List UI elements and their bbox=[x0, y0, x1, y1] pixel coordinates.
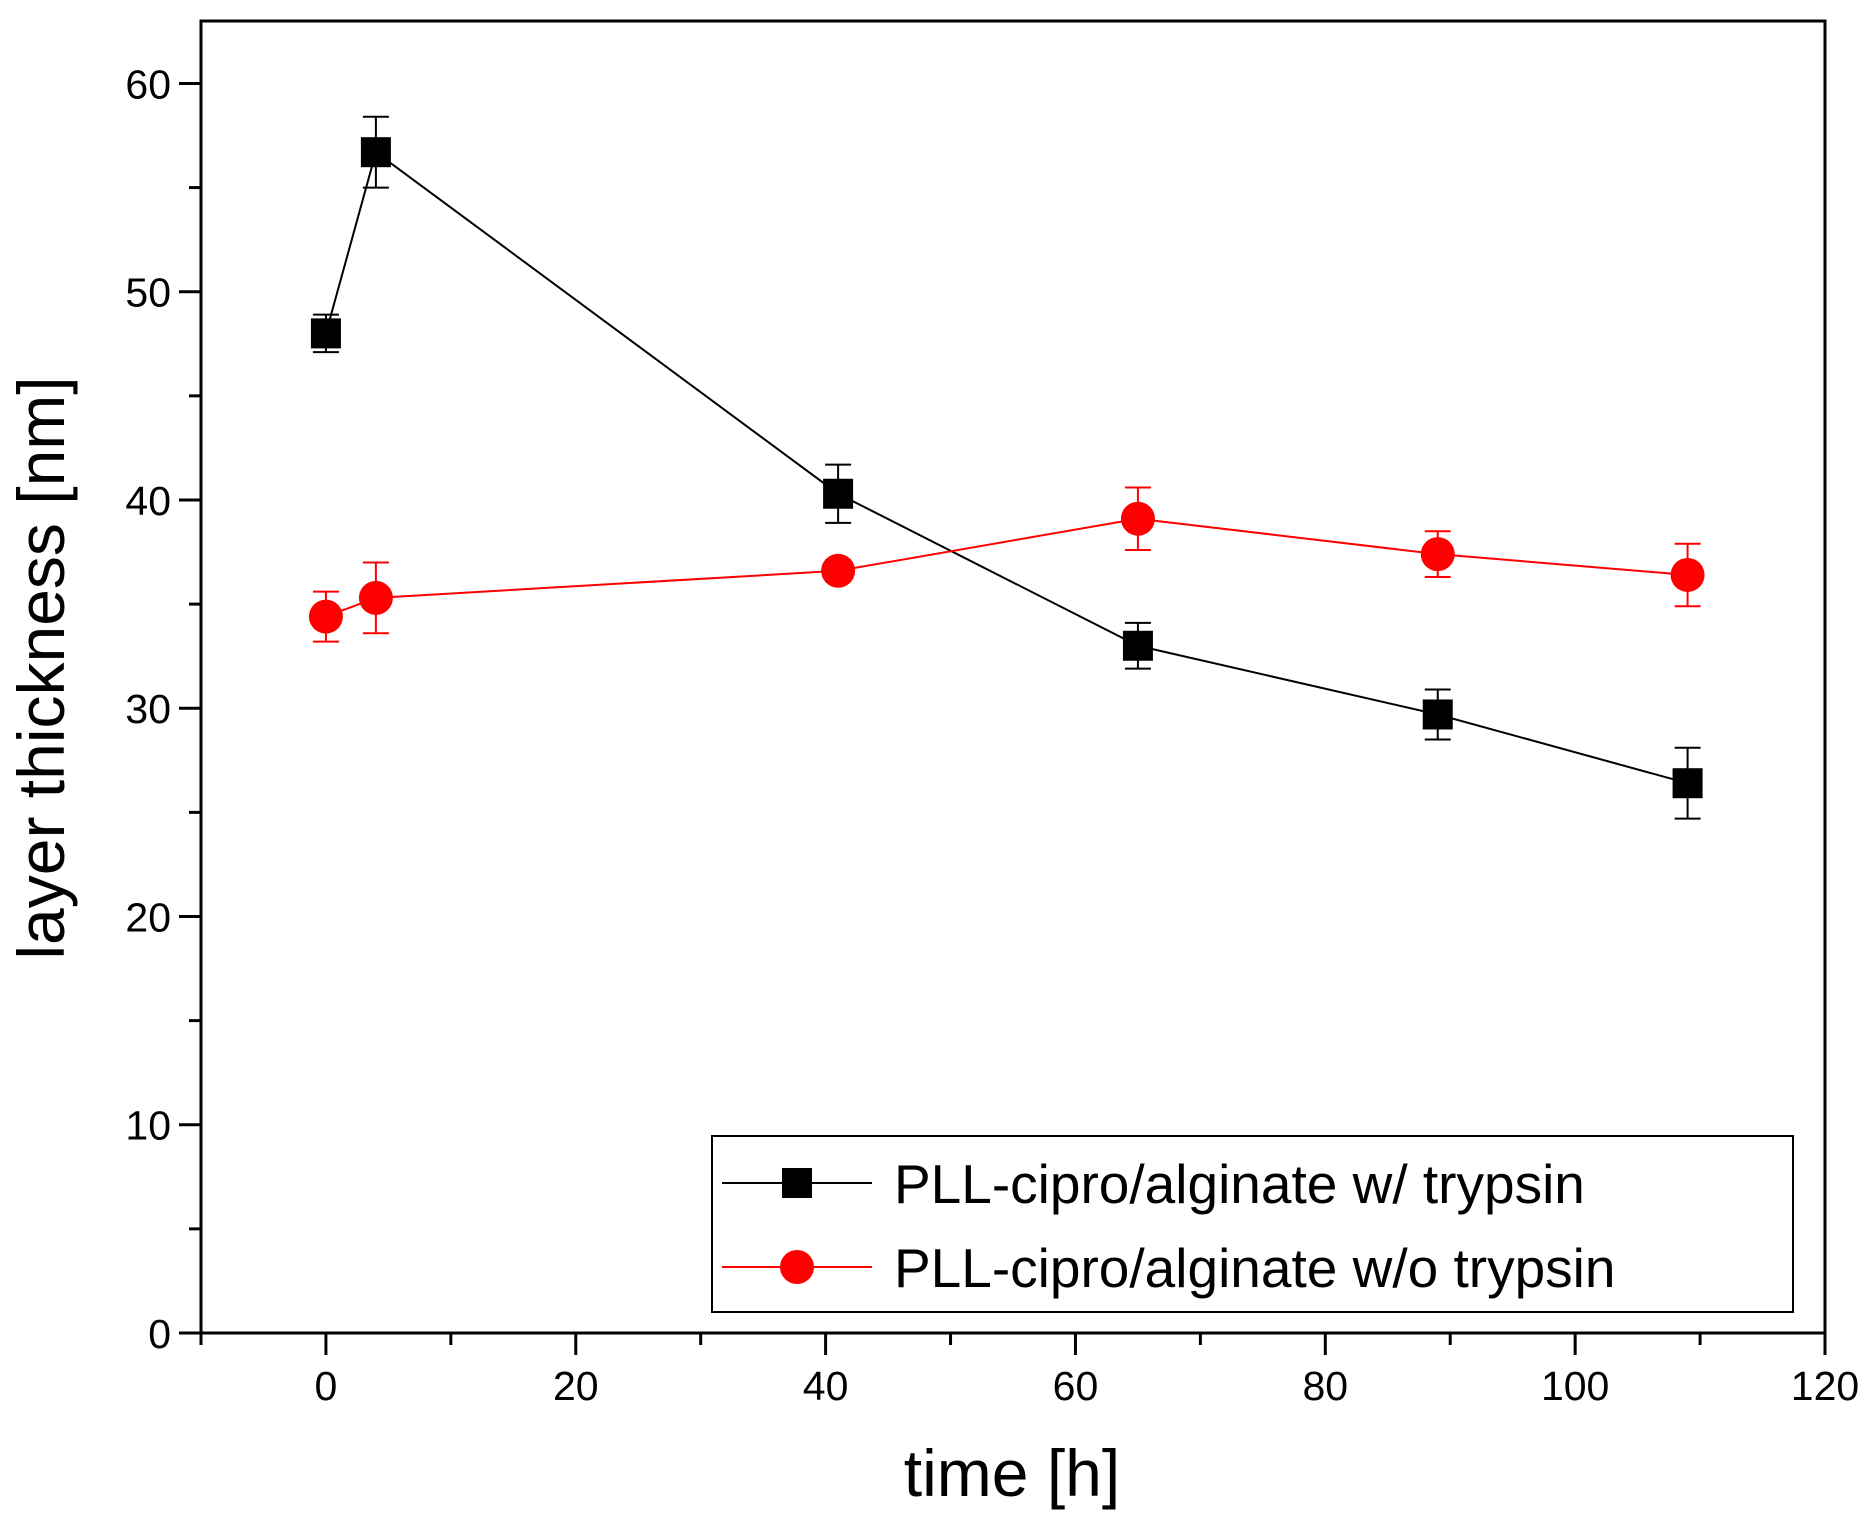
y-tick-label: 0 bbox=[148, 1311, 171, 1357]
circle-marker bbox=[1420, 537, 1455, 572]
axes: 0 20 40 60 80 100 120 0 10 20 30 40 50 60 bbox=[125, 19, 1859, 1409]
square-marker bbox=[310, 318, 341, 349]
legend-entry: PLL-cipro/alginate w/ trypsin bbox=[722, 1153, 1585, 1215]
legend-marker bbox=[782, 1168, 812, 1198]
y-tick-label: 30 bbox=[125, 686, 171, 732]
square-marker bbox=[360, 137, 391, 168]
square-marker bbox=[1672, 768, 1703, 799]
series-1 bbox=[310, 115, 1703, 820]
legend-label: PLL-cipro/alginate w/ trypsin bbox=[894, 1153, 1585, 1215]
circle-marker bbox=[1670, 557, 1705, 592]
legend: PLL-cipro/alginate w/ trypsin PLL-cipro/a… bbox=[711, 1135, 1794, 1313]
x-tick-label: 20 bbox=[553, 1363, 599, 1409]
legend-label: PLL-cipro/alginate w/o trypsin bbox=[894, 1237, 1615, 1299]
x-tick-label: 0 bbox=[315, 1363, 338, 1409]
square-marker bbox=[823, 478, 854, 509]
y-tick-label: 20 bbox=[125, 894, 171, 940]
x-tick-label: 120 bbox=[1791, 1363, 1859, 1409]
series-2 bbox=[308, 486, 1705, 643]
x-tick-label: 100 bbox=[1541, 1363, 1609, 1409]
x-tick-label: 80 bbox=[1303, 1363, 1349, 1409]
x-axis-title: time [h] bbox=[904, 1436, 1120, 1510]
circle-marker bbox=[821, 553, 856, 588]
x-tick-label: 40 bbox=[803, 1363, 849, 1409]
legend-box bbox=[711, 1135, 1794, 1313]
plot-frame bbox=[199, 19, 1827, 1335]
circle-marker bbox=[308, 599, 343, 634]
plot-area bbox=[308, 115, 1705, 820]
series-line bbox=[325, 517, 1688, 618]
y-axis-title: layer thickness [nm] bbox=[4, 376, 78, 959]
series-line bbox=[324, 150, 1688, 785]
legend-marker bbox=[780, 1250, 814, 1284]
square-marker bbox=[1122, 630, 1153, 661]
legend-entry: PLL-cipro/alginate w/o trypsin bbox=[722, 1237, 1615, 1299]
circle-marker bbox=[1120, 501, 1155, 536]
y-tick-label: 40 bbox=[125, 478, 171, 524]
y-tick-label: 60 bbox=[125, 61, 171, 107]
circle-marker bbox=[358, 580, 393, 615]
y-tick-label: 50 bbox=[125, 270, 171, 316]
y-tick-label: 10 bbox=[125, 1103, 171, 1149]
x-tick-label: 60 bbox=[1053, 1363, 1099, 1409]
square-marker bbox=[1422, 699, 1453, 730]
